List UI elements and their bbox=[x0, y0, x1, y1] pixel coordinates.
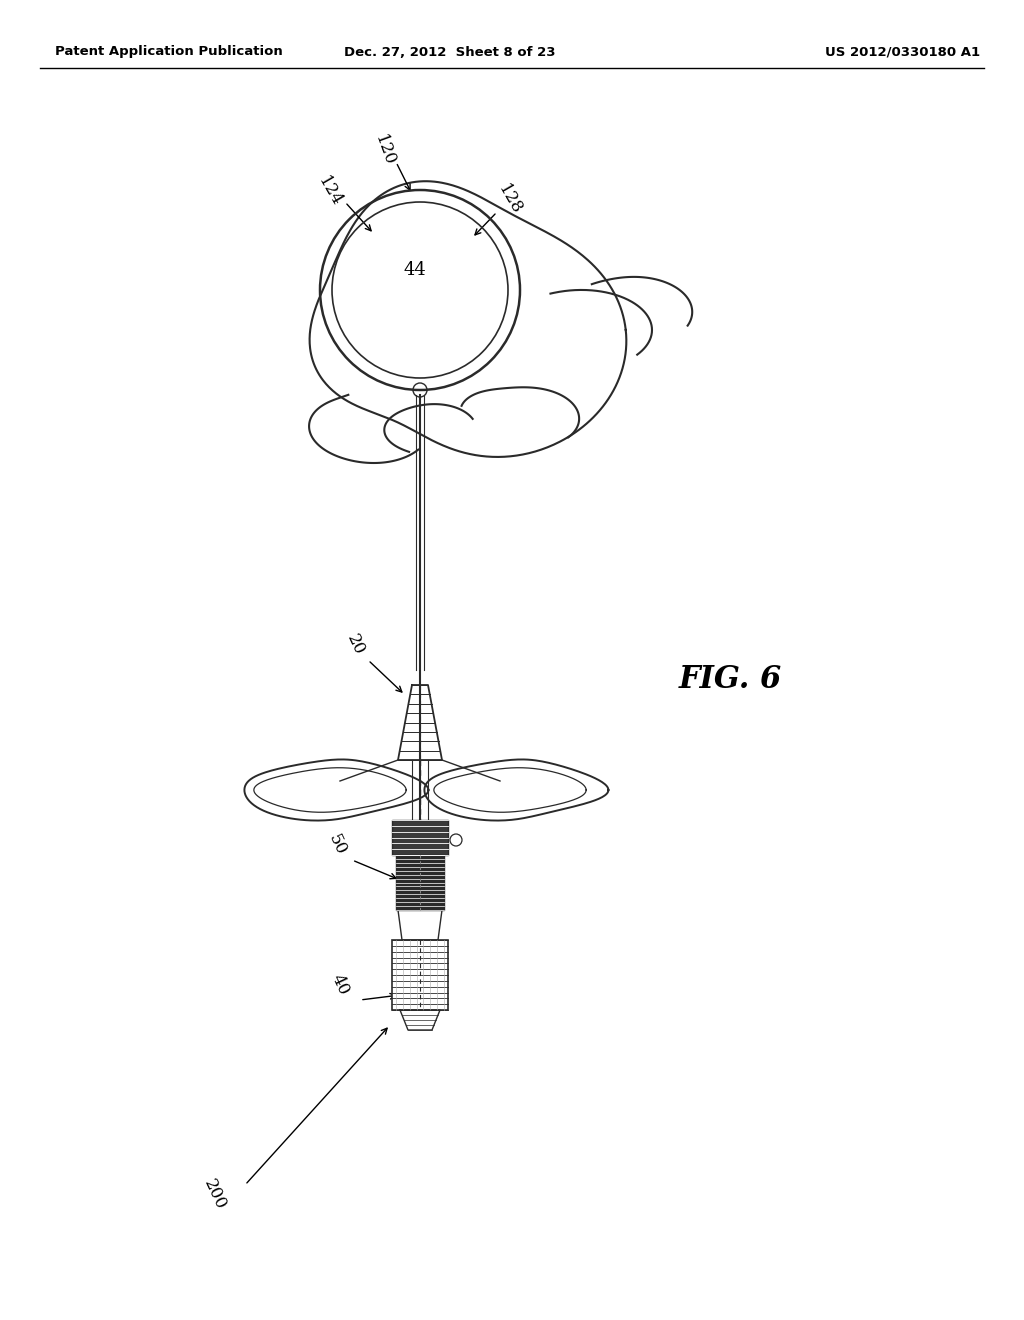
Bar bbox=[392, 940, 449, 1010]
Text: 40: 40 bbox=[328, 972, 352, 998]
Polygon shape bbox=[424, 759, 608, 821]
Text: Patent Application Publication: Patent Application Publication bbox=[55, 45, 283, 58]
Polygon shape bbox=[398, 685, 442, 760]
Bar bbox=[392, 820, 449, 855]
Text: 44: 44 bbox=[403, 261, 426, 279]
Polygon shape bbox=[245, 759, 428, 821]
Text: 124: 124 bbox=[314, 174, 345, 210]
Text: 128: 128 bbox=[495, 182, 525, 218]
Polygon shape bbox=[400, 1010, 440, 1030]
Polygon shape bbox=[398, 909, 442, 940]
Text: Dec. 27, 2012  Sheet 8 of 23: Dec. 27, 2012 Sheet 8 of 23 bbox=[344, 45, 556, 58]
Text: US 2012/0330180 A1: US 2012/0330180 A1 bbox=[825, 45, 980, 58]
Text: 120: 120 bbox=[372, 132, 398, 168]
Text: FIG. 6: FIG. 6 bbox=[678, 664, 781, 696]
Bar bbox=[396, 855, 444, 909]
Text: 200: 200 bbox=[201, 1177, 229, 1213]
Text: 50: 50 bbox=[325, 832, 349, 858]
Text: 20: 20 bbox=[343, 632, 368, 659]
Circle shape bbox=[450, 834, 462, 846]
